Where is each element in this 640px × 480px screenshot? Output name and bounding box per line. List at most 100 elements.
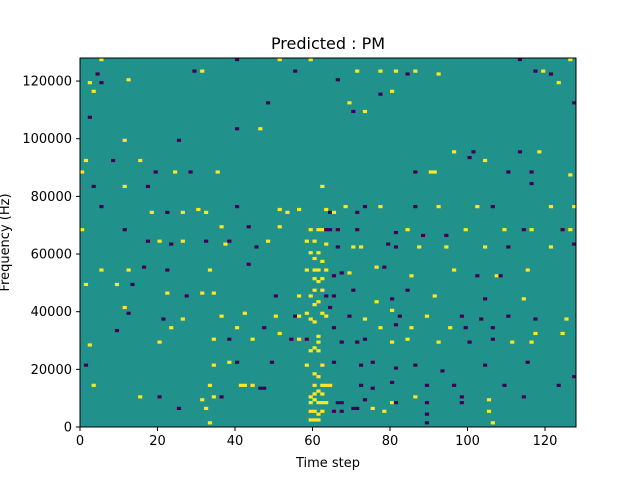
heatmap-cell [459, 401, 464, 405]
heatmap-cell [173, 170, 178, 174]
heatmap-cell [312, 346, 317, 350]
heatmap-cell [355, 406, 360, 411]
heatmap-cell [273, 314, 278, 318]
heatmap-cell [277, 331, 282, 336]
heatmap-cell [452, 383, 457, 387]
heatmap-cell [80, 170, 85, 174]
heatmap-cell [211, 291, 216, 295]
heatmap-cell [390, 340, 395, 344]
heatmap-cell [308, 251, 313, 255]
y-axis-label: Frequency (Hz) [0, 193, 13, 291]
heatmap-cell [204, 239, 209, 243]
heatmap-cell [424, 383, 430, 387]
heatmap-cell [444, 233, 449, 238]
heatmap-cell [393, 245, 399, 249]
heatmap-cell [277, 225, 282, 229]
heatmap-cell [215, 170, 220, 174]
heatmap-cell [355, 340, 360, 344]
heatmap-cell [424, 412, 430, 416]
heatmap-cell [421, 233, 426, 238]
heatmap-cell [180, 210, 185, 214]
heatmap-cell [494, 274, 499, 278]
heatmap-cell [308, 294, 313, 298]
heatmap-cell [312, 398, 317, 402]
heatmap-cell [320, 363, 325, 367]
heatmap-cell [378, 92, 383, 96]
heatmap-cell [293, 314, 298, 318]
heatmap-cell [111, 158, 116, 163]
heatmap-cell [424, 314, 430, 318]
heatmap-cell [382, 409, 387, 413]
heatmap-cell [87, 343, 92, 347]
heatmap-cell [200, 398, 205, 402]
heatmap-cell [211, 395, 216, 399]
heatmap-cell [200, 291, 205, 295]
heatmap-cell [378, 205, 383, 209]
heatmap-cell [355, 69, 360, 73]
heatmap-cell [312, 277, 317, 281]
heatmap-cell [297, 337, 302, 341]
heatmap-cell [529, 181, 534, 186]
heatmap-cell [207, 268, 213, 272]
heatmap-cell [572, 101, 577, 105]
heatmap-cell [235, 127, 240, 131]
heatmap-cell [312, 409, 317, 413]
heatmap-cell [122, 138, 127, 142]
heatmap-cell [316, 251, 321, 255]
heatmap-cell [331, 360, 337, 364]
heatmap-cell [347, 314, 352, 318]
heatmap-cell [235, 58, 240, 62]
chart-title: Predicted : PM [271, 34, 385, 53]
heatmap-cell [320, 409, 325, 413]
heatmap-cell [331, 274, 337, 278]
heatmap-cell [413, 69, 418, 73]
heatmap-cell [266, 101, 271, 105]
heatmap-cell [432, 170, 437, 174]
heatmap-cell [316, 349, 321, 353]
heatmap-cell [293, 69, 298, 73]
heatmap-cell [169, 326, 174, 330]
heatmap-cell [91, 383, 96, 387]
heatmap-cell [436, 340, 441, 344]
heatmap-cell [312, 372, 317, 376]
heatmap-cell [238, 383, 244, 387]
heatmap-cell [180, 239, 185, 243]
heatmap-cell [463, 326, 468, 330]
heatmap-cell [347, 271, 352, 275]
heatmap-cell [378, 69, 383, 73]
heatmap-cell [99, 81, 104, 85]
heatmap-cell [525, 268, 530, 272]
heatmap-cell [99, 58, 104, 62]
heatmap-cell [297, 314, 302, 318]
heatmap-cell [165, 268, 170, 272]
y-tick-label: 60000 [31, 248, 72, 263]
y-tick-label: 120000 [22, 75, 72, 90]
heatmap-cell [324, 383, 329, 387]
x-tick-label: 0 [76, 434, 84, 449]
heatmap-cell [490, 421, 495, 425]
heatmap-cell [378, 326, 383, 330]
heatmap-cell [227, 337, 232, 341]
heatmap-cell [316, 389, 321, 393]
heatmap-cell [308, 228, 313, 232]
heatmap-cell [304, 268, 309, 272]
heatmap-cell [506, 314, 511, 318]
heatmap-cell [161, 317, 166, 321]
heatmap-cell [262, 326, 267, 330]
heatmap-cell [370, 386, 375, 390]
heatmap-cell [335, 401, 340, 405]
heatmap-cell [269, 360, 275, 364]
heatmap-cell [413, 170, 418, 174]
heatmap-cell [157, 340, 162, 344]
heatmap-cell [331, 210, 337, 214]
heatmap-cell [339, 409, 344, 413]
heatmap-cell [486, 409, 492, 413]
heatmap-cell [316, 418, 321, 422]
heatmap-cell [572, 205, 577, 209]
heatmap-cell [320, 401, 325, 405]
heatmap-cell [533, 317, 538, 321]
heatmap-cell [316, 228, 321, 232]
heatmap-cell [153, 170, 158, 174]
heatmap-cell [459, 314, 464, 318]
heatmap-cell [324, 294, 329, 298]
